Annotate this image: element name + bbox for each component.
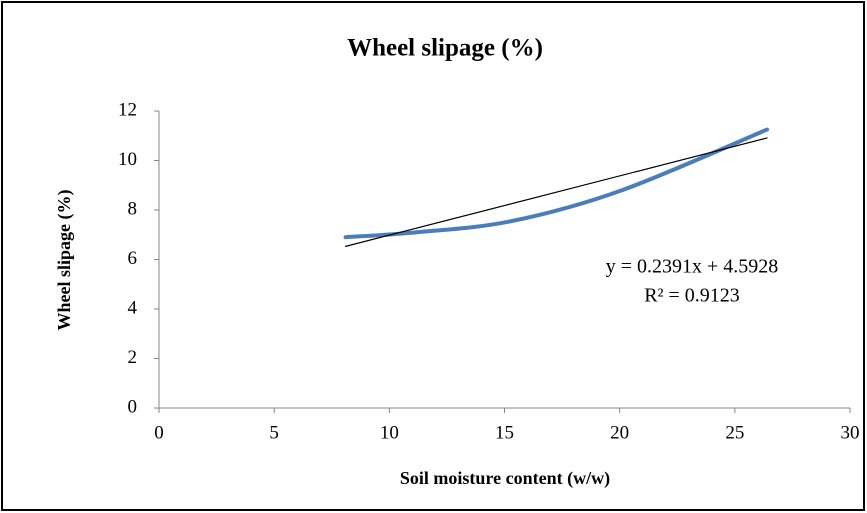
y-tick-label: 12 <box>118 99 137 120</box>
x-tick-label: 0 <box>154 422 164 443</box>
annotation: R² = 0.9123 <box>644 285 740 307</box>
data-line <box>343 127 770 240</box>
y-tick-label: 6 <box>128 248 138 269</box>
x-axis-label: Soil moisture content (w/w) <box>400 468 610 489</box>
y-tick-label: 4 <box>128 297 138 318</box>
x-tick-label: 15 <box>495 422 514 443</box>
x-tick-label: 5 <box>269 422 279 443</box>
x-tick-label: 20 <box>610 422 629 443</box>
y-tick-label: 10 <box>118 149 137 170</box>
annotation: y = 0.2391x + 4.5928 <box>606 256 779 278</box>
y-tick-label: 2 <box>128 347 138 368</box>
trend-line <box>344 137 768 247</box>
x-tick-label: 30 <box>841 422 860 443</box>
y-tick-label: 8 <box>128 198 138 219</box>
x-tick-label: 10 <box>380 422 399 443</box>
y-axis-label: Wheel slipage (%) <box>54 190 75 331</box>
chart-title: Wheel slipage (%) <box>347 35 543 62</box>
y-tick-label: 0 <box>128 396 138 417</box>
x-tick-label: 25 <box>725 422 744 443</box>
